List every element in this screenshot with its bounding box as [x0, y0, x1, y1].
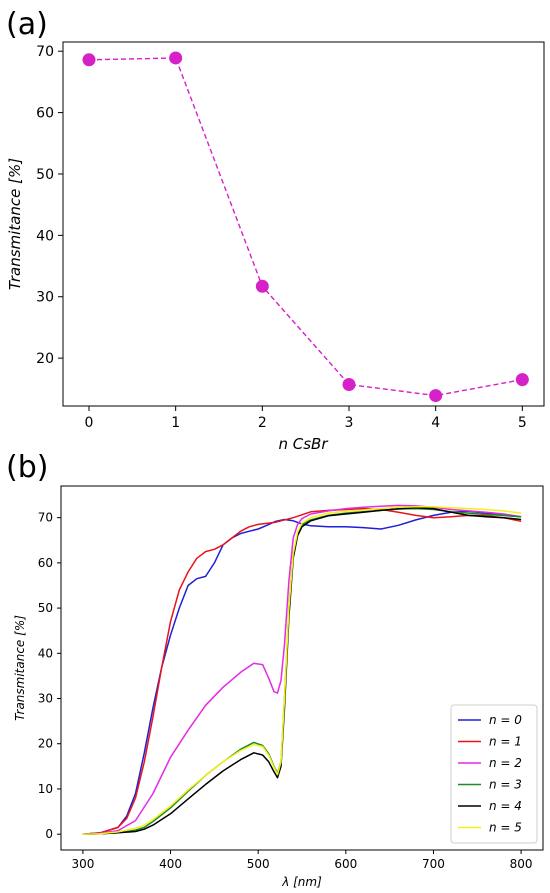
x-tick-label: 0	[85, 415, 94, 431]
chart-a: (a) 0 1 2 3 4 5 20 30 40 50 60 70 n CsBr Transmitan…	[6, 7, 545, 453]
y-tick-label: 30	[38, 692, 53, 706]
data-point	[169, 51, 183, 65]
x-tick-label: 300	[71, 857, 94, 871]
y-tick-label: 20	[38, 737, 53, 751]
plot-frame-a	[62, 41, 545, 407]
y-tick-label: 60	[38, 556, 53, 570]
data-point	[82, 53, 96, 67]
data-point	[515, 373, 529, 387]
series-line-0	[82, 510, 522, 835]
y-tick-label: 40	[36, 228, 54, 244]
x-axis-label-b: λ [nm]	[281, 875, 322, 889]
y-tick-label: 60	[36, 106, 54, 122]
x-tick-label: 500	[247, 857, 270, 871]
y-tick-label: 50	[36, 167, 54, 183]
series-line-1	[82, 507, 522, 835]
x-tick-label: 3	[345, 415, 354, 431]
data-point	[255, 279, 269, 293]
legend-label: n = 0	[489, 713, 522, 727]
series-line-a	[88, 57, 523, 397]
panel-label-a: (a)	[6, 7, 48, 42]
y-tick-label: 30	[36, 290, 54, 306]
legend-label: n = 2	[489, 756, 522, 770]
y-axis-label-a: Transmitance [%]	[6, 158, 24, 290]
y-tick-label: 40	[38, 646, 53, 660]
x-axis-label-a: n CsBr	[278, 435, 328, 453]
y-tick-label: 20	[36, 351, 54, 367]
y-tick-label: 0	[45, 827, 53, 841]
legend-b: n = 0 n = 1 n = 2 n = 3 n = 4 n = 5	[450, 704, 538, 844]
data-point	[342, 378, 356, 392]
series-line-5	[82, 506, 522, 835]
y-tick-label: 70	[38, 511, 53, 525]
x-tick-label: 5	[518, 415, 527, 431]
x-tick-label: 700	[422, 857, 445, 871]
x-tick-label: 2	[258, 415, 267, 431]
y-axis-label-b: Transmitance [%]	[13, 615, 27, 721]
plot-frame-b	[60, 485, 544, 851]
chart-b: (b) 300 400 500 600 700 800 0 10 20 30 40 50 60 70 λ …	[6, 450, 544, 889]
x-tick-label: 1	[171, 415, 180, 431]
x-tick-label: 4	[431, 415, 440, 431]
legend-label: n = 4	[489, 799, 522, 813]
y-tick-label: 50	[38, 601, 53, 615]
legend-box	[450, 704, 538, 844]
y-tick-label: 70	[36, 44, 54, 60]
legend-label: n = 5	[489, 821, 522, 835]
x-tick-label: 800	[510, 857, 533, 871]
y-tick-label: 10	[38, 782, 53, 796]
legend-label: n = 1	[489, 735, 522, 749]
legend-label: n = 3	[489, 778, 522, 792]
data-point	[429, 389, 443, 403]
x-tick-label: 400	[159, 857, 182, 871]
x-tick-label: 600	[334, 857, 357, 871]
panel-label-b: (b)	[6, 450, 48, 485]
